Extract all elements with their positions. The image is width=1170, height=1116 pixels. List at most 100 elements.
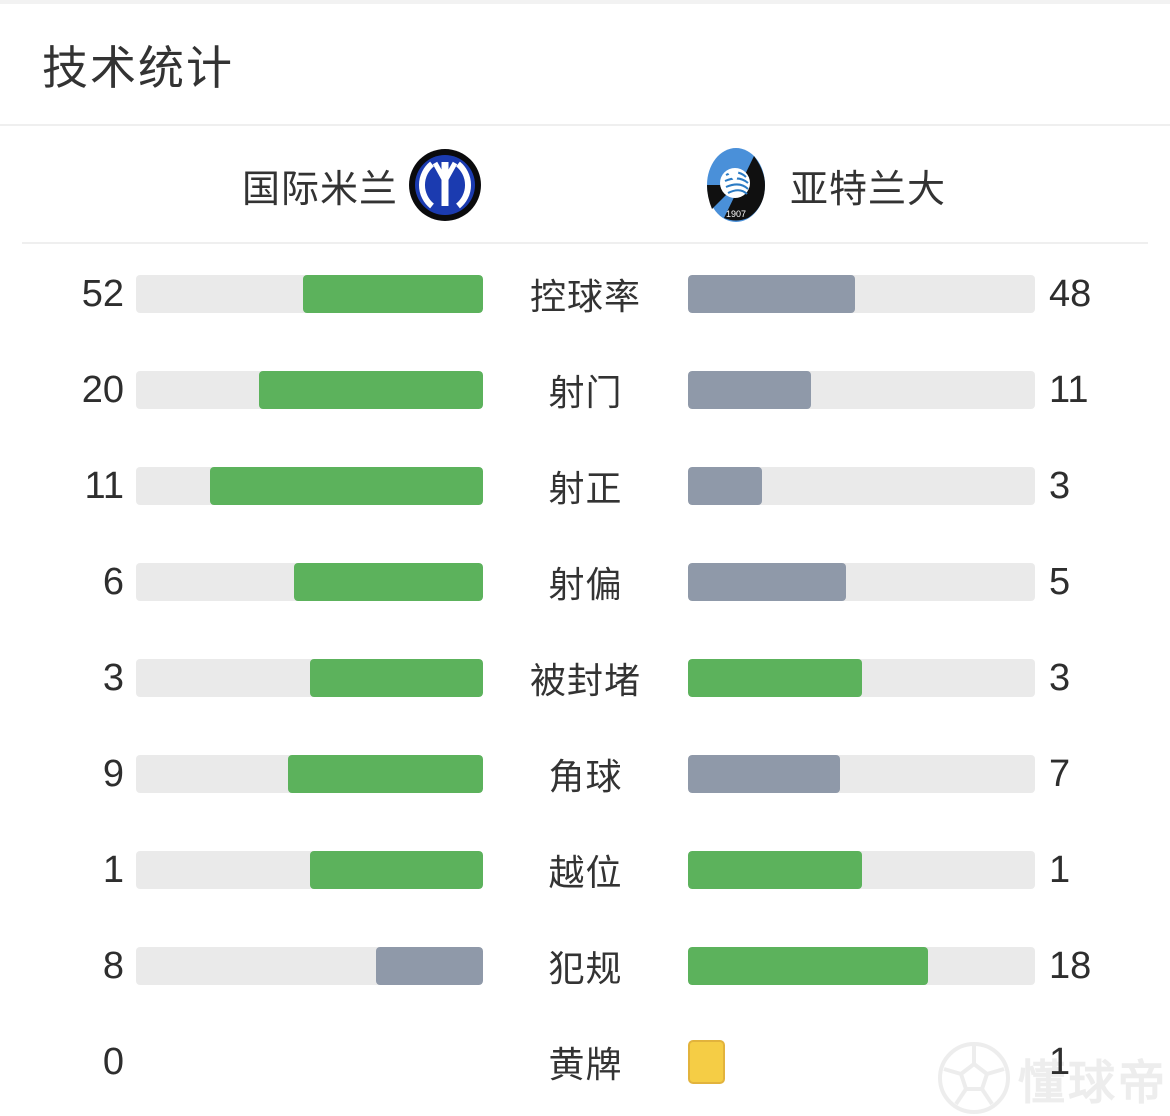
- away-bar-track: [688, 851, 1035, 889]
- away-value: 11: [1049, 368, 1089, 411]
- watermark: 懂球帝: [936, 1040, 1168, 1116]
- away-team: 1907 亚特兰大: [706, 126, 946, 244]
- title-divider: [0, 124, 1170, 126]
- watermark-text: 懂球帝: [1018, 1055, 1168, 1109]
- home-bar-cell: [136, 563, 483, 601]
- away-bar-track: [688, 467, 1035, 505]
- home-bar-cell: [136, 851, 483, 889]
- home-bar-cell: [136, 659, 483, 697]
- home-bar-track: [136, 467, 483, 505]
- home-bar-cell: [136, 755, 483, 793]
- stat-row: 1 越位 1: [0, 822, 1170, 918]
- away-bar-fill: [688, 659, 862, 697]
- teams-header: 国际米兰 1907 亚特兰大: [0, 126, 1170, 244]
- away-bar-track: [688, 947, 1035, 985]
- svg-text:1907: 1907: [726, 209, 746, 219]
- away-value: 5: [1049, 560, 1071, 603]
- home-bar-cell: [136, 371, 483, 409]
- stat-label: 射偏: [548, 564, 623, 605]
- stat-label: 被封堵: [529, 660, 641, 701]
- home-bar-fill: [287, 755, 483, 793]
- away-bar-cell: [688, 467, 1035, 505]
- page-title: 技术统计: [42, 42, 234, 94]
- teams-divider: [22, 242, 1148, 244]
- stat-label: 越位: [548, 852, 623, 893]
- away-bar-cell: [688, 659, 1035, 697]
- inter-crest-icon: [409, 149, 481, 221]
- home-team: 国际米兰: [242, 126, 482, 244]
- away-bar-track: [688, 659, 1035, 697]
- home-bar-track: [136, 275, 483, 313]
- away-bar-cell: [688, 755, 1035, 793]
- home-bar-fill: [293, 563, 483, 601]
- stat-label: 射正: [548, 468, 623, 509]
- stat-label: 控球率: [529, 276, 641, 317]
- home-bar-fill: [376, 947, 483, 985]
- home-bar-track: [136, 851, 483, 889]
- stat-row: 9 角球 7: [0, 726, 1170, 822]
- home-bar-track: [136, 659, 483, 697]
- away-value: 18: [1049, 944, 1092, 987]
- away-value: 3: [1049, 464, 1071, 507]
- home-bar-cell: [136, 275, 483, 313]
- away-bar-track: [688, 371, 1035, 409]
- stat-row: 3 被封堵 3: [0, 630, 1170, 726]
- home-bar-cell: [136, 1043, 483, 1081]
- away-bar-fill: [688, 755, 840, 793]
- home-value: 52: [81, 272, 124, 315]
- away-value: 1: [1049, 1040, 1071, 1083]
- home-value: 3: [102, 656, 124, 699]
- home-bar-fill: [309, 659, 483, 697]
- home-bar-cell: [136, 947, 483, 985]
- away-bar-fill: [688, 563, 846, 601]
- home-bar-track: [136, 947, 483, 985]
- home-value: 0: [102, 1040, 124, 1083]
- home-bar-cell: [136, 467, 483, 505]
- home-bar-fill: [210, 467, 483, 505]
- away-bar-fill: [688, 467, 763, 505]
- home-bar-track: [136, 563, 483, 601]
- away-bar-track: [688, 563, 1035, 601]
- away-value: 48: [1049, 272, 1092, 315]
- away-value: 7: [1049, 752, 1071, 795]
- away-value: 1: [1049, 848, 1071, 891]
- home-value: 6: [102, 560, 124, 603]
- home-bar-fill: [302, 275, 483, 313]
- stat-row: 0 黄牌 1: [0, 1014, 1170, 1110]
- home-value: 8: [102, 944, 124, 987]
- away-bar-fill: [688, 851, 862, 889]
- away-bar-cell: [688, 275, 1035, 313]
- atalanta-crest-icon: 1907: [707, 148, 765, 222]
- yellow-card-icon: [688, 1040, 725, 1084]
- away-team-name: 亚特兰大: [790, 168, 947, 211]
- away-bar-cell: [688, 563, 1035, 601]
- away-bar-fill: [688, 947, 929, 985]
- stat-label: 角球: [548, 756, 623, 797]
- home-value: 9: [102, 752, 124, 795]
- stat-label: 射门: [548, 372, 623, 413]
- away-value: 3: [1049, 656, 1071, 699]
- stat-row: 52 控球率 48: [0, 246, 1170, 342]
- stats-list: 52 控球率 48 20 射门 11: [0, 246, 1170, 1110]
- stat-row: 6 射偏 5: [0, 534, 1170, 630]
- home-bar-track: [136, 755, 483, 793]
- stat-label: 犯规: [548, 948, 623, 989]
- home-bar-track: [136, 371, 483, 409]
- away-bar-track: [688, 275, 1035, 313]
- away-bar-cell: [688, 851, 1035, 889]
- away-bar-cell: [688, 1040, 1035, 1084]
- home-team-name: 国际米兰: [241, 168, 398, 211]
- away-bar-cell: [688, 947, 1035, 985]
- away-bar-fill: [688, 371, 812, 409]
- stat-row: 8 犯规 18: [0, 918, 1170, 1014]
- home-bar-fill: [309, 851, 483, 889]
- home-bar-fill: [259, 371, 483, 409]
- stat-row: 20 射门 11: [0, 342, 1170, 438]
- away-bar-track: [688, 755, 1035, 793]
- away-bar-cell: [688, 371, 1035, 409]
- home-value: 20: [81, 368, 124, 411]
- stat-row: 11 射正 3: [0, 438, 1170, 534]
- away-bar-fill: [688, 275, 855, 313]
- stat-label: 黄牌: [548, 1044, 623, 1085]
- home-value: 1: [102, 848, 124, 891]
